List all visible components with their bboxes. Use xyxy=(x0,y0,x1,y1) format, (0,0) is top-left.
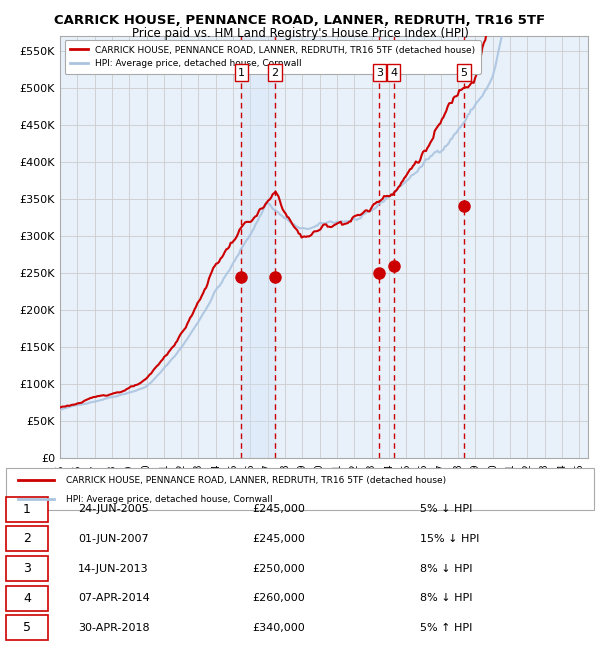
Text: £245,000: £245,000 xyxy=(252,534,305,544)
Text: 14-JUN-2013: 14-JUN-2013 xyxy=(78,564,149,573)
Text: Price paid vs. HM Land Registry's House Price Index (HPI): Price paid vs. HM Land Registry's House … xyxy=(131,27,469,40)
Text: 5% ↓ HPI: 5% ↓ HPI xyxy=(420,504,472,514)
Text: 07-APR-2014: 07-APR-2014 xyxy=(78,593,150,603)
Text: 5: 5 xyxy=(23,621,31,634)
Text: 1: 1 xyxy=(23,502,31,515)
Text: CARRICK HOUSE, PENNANCE ROAD, LANNER, REDRUTH, TR16 5TF (detached house): CARRICK HOUSE, PENNANCE ROAD, LANNER, RE… xyxy=(66,476,446,485)
Text: 4: 4 xyxy=(390,68,397,78)
Text: 5: 5 xyxy=(460,68,467,78)
Text: 01-JUN-2007: 01-JUN-2007 xyxy=(78,534,149,544)
FancyBboxPatch shape xyxy=(6,616,48,640)
Text: 15% ↓ HPI: 15% ↓ HPI xyxy=(420,534,479,544)
FancyBboxPatch shape xyxy=(6,497,48,521)
Text: £245,000: £245,000 xyxy=(252,504,305,514)
Text: 8% ↓ HPI: 8% ↓ HPI xyxy=(420,593,473,603)
FancyBboxPatch shape xyxy=(6,468,594,510)
Text: 8% ↓ HPI: 8% ↓ HPI xyxy=(420,564,473,573)
Text: 2: 2 xyxy=(271,68,278,78)
Text: 5% ↑ HPI: 5% ↑ HPI xyxy=(420,623,472,633)
Text: £260,000: £260,000 xyxy=(252,593,305,603)
Text: 30-APR-2018: 30-APR-2018 xyxy=(78,623,149,633)
Bar xyxy=(241,36,275,458)
Text: £340,000: £340,000 xyxy=(252,623,305,633)
Text: 2: 2 xyxy=(23,532,31,545)
FancyBboxPatch shape xyxy=(6,526,48,551)
Legend: CARRICK HOUSE, PENNANCE ROAD, LANNER, REDRUTH, TR16 5TF (detached house), HPI: A: CARRICK HOUSE, PENNANCE ROAD, LANNER, RE… xyxy=(65,40,481,73)
Text: 4: 4 xyxy=(23,592,31,604)
Text: £250,000: £250,000 xyxy=(252,564,305,573)
Text: 3: 3 xyxy=(23,562,31,575)
Text: HPI: Average price, detached house, Cornwall: HPI: Average price, detached house, Corn… xyxy=(66,495,272,504)
Text: 24-JUN-2005: 24-JUN-2005 xyxy=(78,504,149,514)
FancyBboxPatch shape xyxy=(6,556,48,581)
Text: CARRICK HOUSE, PENNANCE ROAD, LANNER, REDRUTH, TR16 5TF: CARRICK HOUSE, PENNANCE ROAD, LANNER, RE… xyxy=(55,14,545,27)
FancyBboxPatch shape xyxy=(6,586,48,611)
Text: 1: 1 xyxy=(238,68,245,78)
Text: 3: 3 xyxy=(376,68,383,78)
